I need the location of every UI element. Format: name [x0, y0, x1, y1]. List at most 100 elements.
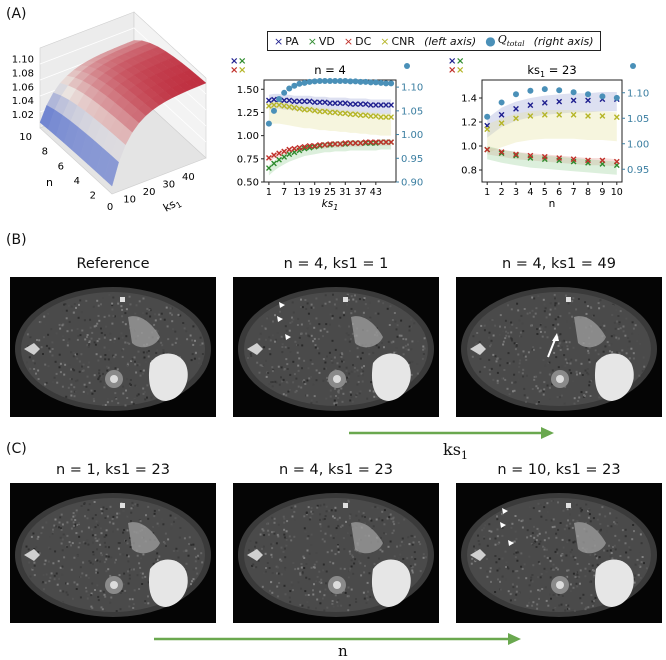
- speckle: [95, 353, 98, 356]
- speckle: [155, 558, 157, 561]
- speckle: [369, 517, 371, 520]
- speckle: [103, 610, 106, 613]
- speckle: [525, 400, 527, 403]
- speckle: [167, 338, 170, 341]
- speckle: [298, 336, 301, 339]
- speckle: [255, 541, 258, 544]
- speckle: [341, 360, 344, 363]
- speckle: [348, 517, 351, 520]
- speckle: [471, 557, 474, 560]
- speckle: [617, 315, 620, 317]
- speckle: [560, 603, 563, 606]
- speckle: [116, 512, 119, 515]
- speckle: [142, 392, 145, 395]
- speckle: [494, 543, 497, 546]
- speckle: [51, 354, 54, 357]
- speckle: [546, 384, 549, 387]
- bright-spot: [470, 549, 486, 561]
- speckle: [83, 319, 86, 322]
- mini-marker-dc: ×: [230, 65, 238, 76]
- left-tick-label: 1.25: [237, 108, 259, 119]
- speckle: [613, 544, 616, 547]
- speckle: [337, 551, 340, 554]
- speckle: [491, 319, 494, 321]
- speckle: [124, 323, 127, 326]
- speckle: [144, 602, 147, 604]
- speckle: [631, 538, 634, 541]
- speckle: [489, 570, 492, 573]
- mri-scan-drawing: [15, 493, 211, 617]
- speckle: [47, 546, 50, 549]
- speckle: [367, 590, 369, 593]
- speckle: [175, 547, 178, 550]
- speckle: [106, 515, 109, 518]
- speckle: [354, 310, 357, 313]
- speckle: [522, 330, 525, 333]
- speckle: [142, 387, 145, 390]
- speckle: [325, 582, 328, 585]
- speckle: [525, 359, 528, 361]
- speckle: [568, 539, 571, 542]
- speckle: [307, 312, 310, 315]
- speckle: [310, 533, 313, 536]
- speckle: [488, 369, 491, 371]
- speckle: [127, 560, 130, 563]
- legend-label-vd: VD: [318, 34, 335, 48]
- speckle: [502, 330, 505, 333]
- speckle: [66, 582, 69, 585]
- speckle: [496, 371, 499, 374]
- mri-image-reference: [10, 277, 216, 417]
- speckle: [353, 366, 356, 369]
- speckle: [335, 298, 338, 301]
- speckle: [312, 511, 315, 513]
- right-tick-label: 1.10: [401, 83, 423, 94]
- legend-label-pa: PA: [285, 34, 299, 48]
- speckle: [618, 539, 621, 542]
- speckle: [305, 332, 308, 335]
- speckle: [575, 308, 578, 311]
- speckle: [586, 368, 589, 370]
- point-pa: [327, 100, 333, 107]
- speckle: [588, 380, 591, 383]
- speckle: [80, 505, 83, 507]
- speckle: [289, 590, 292, 593]
- speckle: [334, 369, 337, 371]
- speckle: [283, 584, 286, 587]
- speckle: [473, 545, 475, 548]
- speckle: [170, 527, 173, 530]
- speckle: [64, 303, 67, 306]
- panel-c-title-2: n = 4, ks1 = 23: [279, 462, 393, 478]
- speckle: [103, 593, 106, 596]
- speckle: [56, 583, 59, 586]
- speckle: [74, 353, 77, 356]
- speckle: [125, 389, 127, 392]
- speckle: [109, 601, 112, 604]
- speckle: [375, 395, 378, 398]
- speckle: [172, 328, 174, 331]
- speckle: [576, 585, 579, 588]
- speckle: [518, 365, 521, 368]
- speckle: [598, 513, 601, 516]
- speckle: [94, 534, 97, 536]
- speckle: [157, 340, 160, 343]
- plot-frame: [481, 79, 623, 183]
- speckle: [615, 516, 618, 519]
- speckle: [312, 383, 315, 386]
- speckle: [584, 575, 587, 578]
- point-cnr: [378, 114, 384, 120]
- point-qtotal: [327, 77, 333, 84]
- speckle: [331, 314, 334, 317]
- speckle: [128, 342, 131, 345]
- speckle: [482, 527, 485, 530]
- speckle: [366, 397, 369, 400]
- speckle: [574, 502, 577, 504]
- speckle: [152, 562, 155, 565]
- speckle: [355, 393, 358, 396]
- speckle: [87, 576, 90, 579]
- speckle: [410, 373, 413, 376]
- point-qtotal: [372, 79, 379, 86]
- speckle: [252, 563, 255, 566]
- speckle: [350, 393, 352, 396]
- z-tick-label: 1.08: [12, 68, 34, 79]
- speckle: [416, 372, 419, 375]
